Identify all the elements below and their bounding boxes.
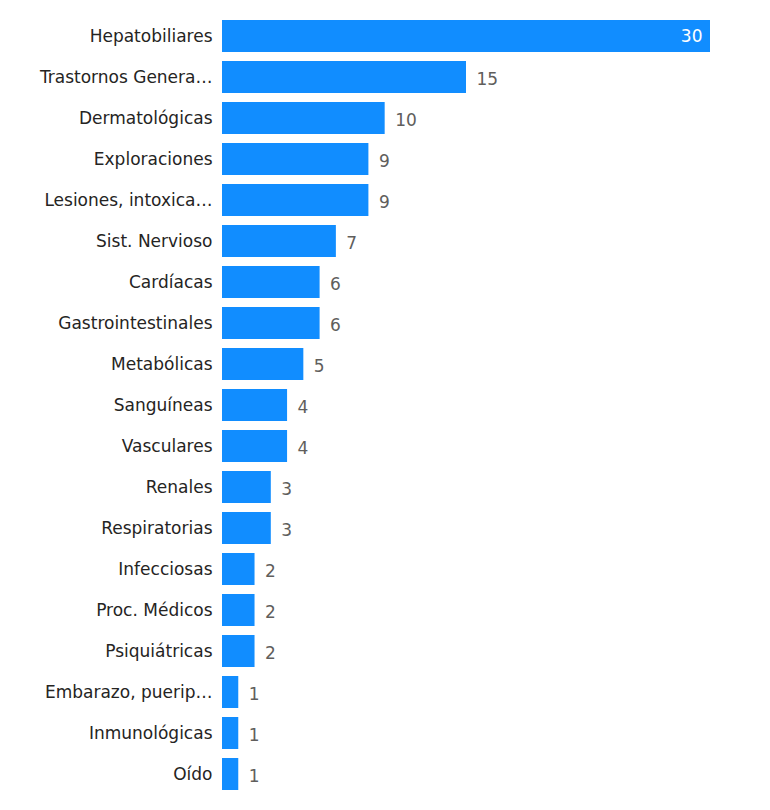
svg-text:3: 3	[281, 520, 292, 540]
svg-text:Oído: Oído	[173, 764, 212, 784]
svg-text:2: 2	[265, 561, 276, 581]
svg-text:Inmunológicas: Inmunológicas	[89, 723, 213, 743]
svg-text:10: 10	[395, 110, 417, 130]
svg-text:2: 2	[265, 643, 276, 663]
svg-text:15: 15	[477, 69, 499, 89]
svg-text:Sanguíneas: Sanguíneas	[114, 395, 213, 415]
svg-text:4: 4	[298, 438, 309, 458]
svg-text:Renales: Renales	[146, 477, 213, 497]
svg-text:5: 5	[314, 356, 325, 376]
svg-text:Exploraciones: Exploraciones	[94, 149, 213, 169]
svg-text:1: 1	[249, 766, 260, 786]
svg-text:Embarazo, puerip…: Embarazo, puerip…	[45, 682, 213, 702]
svg-text:Cardíacas: Cardíacas	[129, 272, 213, 292]
svg-text:Gastrointestinales: Gastrointestinales	[58, 313, 212, 333]
svg-text:Hepatobiliares: Hepatobiliares	[90, 26, 213, 46]
svg-text:Vasculares: Vasculares	[122, 436, 213, 456]
svg-text:Sist. Nervioso: Sist. Nervioso	[96, 231, 212, 251]
svg-text:7: 7	[346, 233, 357, 253]
svg-text:2: 2	[265, 602, 276, 622]
svg-text:1: 1	[249, 725, 260, 745]
svg-text:6: 6	[330, 315, 341, 335]
svg-text:9: 9	[379, 192, 390, 212]
svg-text:Proc. Médicos: Proc. Médicos	[96, 600, 213, 620]
svg-text:30: 30	[681, 26, 703, 46]
svg-text:Psiquiátricas: Psiquiátricas	[105, 641, 212, 661]
svg-text:1: 1	[249, 684, 260, 704]
svg-text:Respiratorias: Respiratorias	[101, 518, 212, 538]
svg-text:Metabólicas: Metabólicas	[111, 354, 213, 374]
svg-text:4: 4	[298, 397, 309, 417]
svg-text:Trastornos Genera…: Trastornos Genera…	[39, 67, 213, 87]
svg-text:Lesiones, intoxica…: Lesiones, intoxica…	[44, 190, 212, 210]
svg-text:9: 9	[379, 151, 390, 171]
svg-text:3: 3	[281, 479, 292, 499]
svg-text:6: 6	[330, 274, 341, 294]
svg-text:Dermatológicas: Dermatológicas	[79, 108, 213, 128]
svg-text:Infecciosas: Infecciosas	[118, 559, 212, 579]
